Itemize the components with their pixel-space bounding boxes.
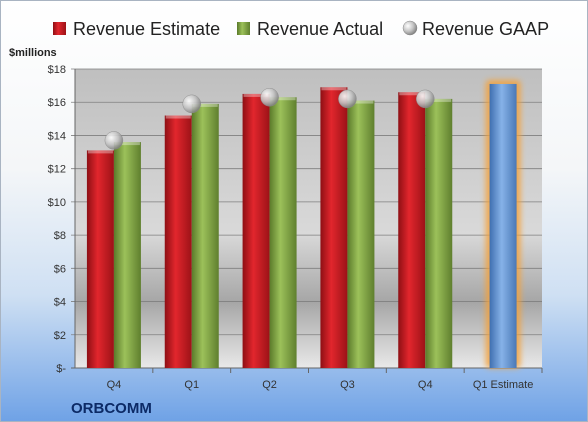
y-tick-label: $12 bbox=[48, 164, 66, 176]
y-tick-label: $8 bbox=[54, 230, 66, 242]
bar-revenue-actual bbox=[191, 103, 219, 368]
bar-highlight bbox=[348, 100, 374, 104]
bar-revenue-estimate bbox=[320, 87, 348, 369]
bar-revenue-estimate bbox=[398, 92, 426, 368]
x-tick-label: Q1 Estimate bbox=[473, 379, 534, 391]
bar-highlight bbox=[243, 93, 269, 97]
y-tick-label: $2 bbox=[54, 330, 66, 342]
legend: Revenue Estimate Revenue Actual Revenue … bbox=[53, 19, 549, 39]
gridlines bbox=[71, 68, 543, 373]
bar-series bbox=[86, 79, 521, 369]
y-tick-label: $18 bbox=[48, 64, 66, 76]
bar-highlight bbox=[165, 115, 191, 119]
marker-revenue-gaap bbox=[260, 87, 279, 107]
marker-revenue-gaap bbox=[104, 131, 124, 150]
x-tick-label: Q4 bbox=[107, 379, 122, 391]
y-tick-label: $4 bbox=[54, 297, 66, 309]
legend-label-gaap: Revenue GAAP bbox=[422, 19, 549, 39]
x-tick-label: Q3 bbox=[340, 379, 355, 391]
legend-swatch-estimate bbox=[53, 22, 66, 35]
marker-revenue-gaap bbox=[416, 89, 435, 109]
legend-swatch-actual bbox=[237, 22, 250, 35]
gaap-markers bbox=[104, 87, 435, 150]
bar-highlight bbox=[87, 150, 113, 154]
bar-highlight bbox=[399, 92, 425, 96]
bar-revenue-estimate bbox=[86, 150, 114, 368]
bar-highlight bbox=[270, 97, 296, 101]
y-tick-label: $- bbox=[56, 363, 66, 375]
bar-revenue-estimate bbox=[164, 115, 192, 368]
y-tick-label: $10 bbox=[48, 197, 66, 209]
x-tick-label: Q1 bbox=[184, 379, 199, 391]
y-tick-label: $16 bbox=[48, 97, 66, 109]
y-tick-label: $14 bbox=[48, 130, 66, 142]
bar-revenue-actual bbox=[269, 97, 297, 368]
legend-label-estimate: Revenue Estimate bbox=[73, 19, 220, 39]
bar-highlight bbox=[321, 87, 347, 91]
marker-revenue-gaap bbox=[338, 89, 357, 109]
plot-area bbox=[75, 69, 542, 368]
bar-revenue-actual bbox=[113, 142, 141, 368]
bar-revenue-estimate bbox=[242, 93, 270, 369]
legend-label-actual: Revenue Actual bbox=[257, 19, 383, 39]
marker-revenue-gaap bbox=[182, 94, 201, 114]
bar-revenue-actual bbox=[425, 98, 453, 369]
unit-label: $millions bbox=[9, 47, 57, 59]
company-name: ORBCOMM bbox=[71, 400, 152, 417]
bar-revenue-actual bbox=[347, 100, 375, 369]
x-tick-label: Q2 bbox=[262, 379, 277, 391]
bar-forecast-estimate bbox=[489, 83, 517, 368]
x-axis-tick-labels: Q4 Q1 Q2 Q3 Q4 Q1 Estimate bbox=[107, 379, 534, 391]
bar-highlight bbox=[114, 142, 140, 146]
legend-marker-gaap bbox=[402, 20, 418, 36]
y-tick-label: $6 bbox=[54, 263, 66, 275]
x-tick-label: Q4 bbox=[418, 379, 433, 391]
bar-highlight bbox=[426, 98, 452, 102]
bar-highlight bbox=[192, 103, 218, 107]
y-axis-tick-labels: $- $2 $4 $6 $8 $10 $12 $14 $16 $18 bbox=[48, 64, 67, 375]
